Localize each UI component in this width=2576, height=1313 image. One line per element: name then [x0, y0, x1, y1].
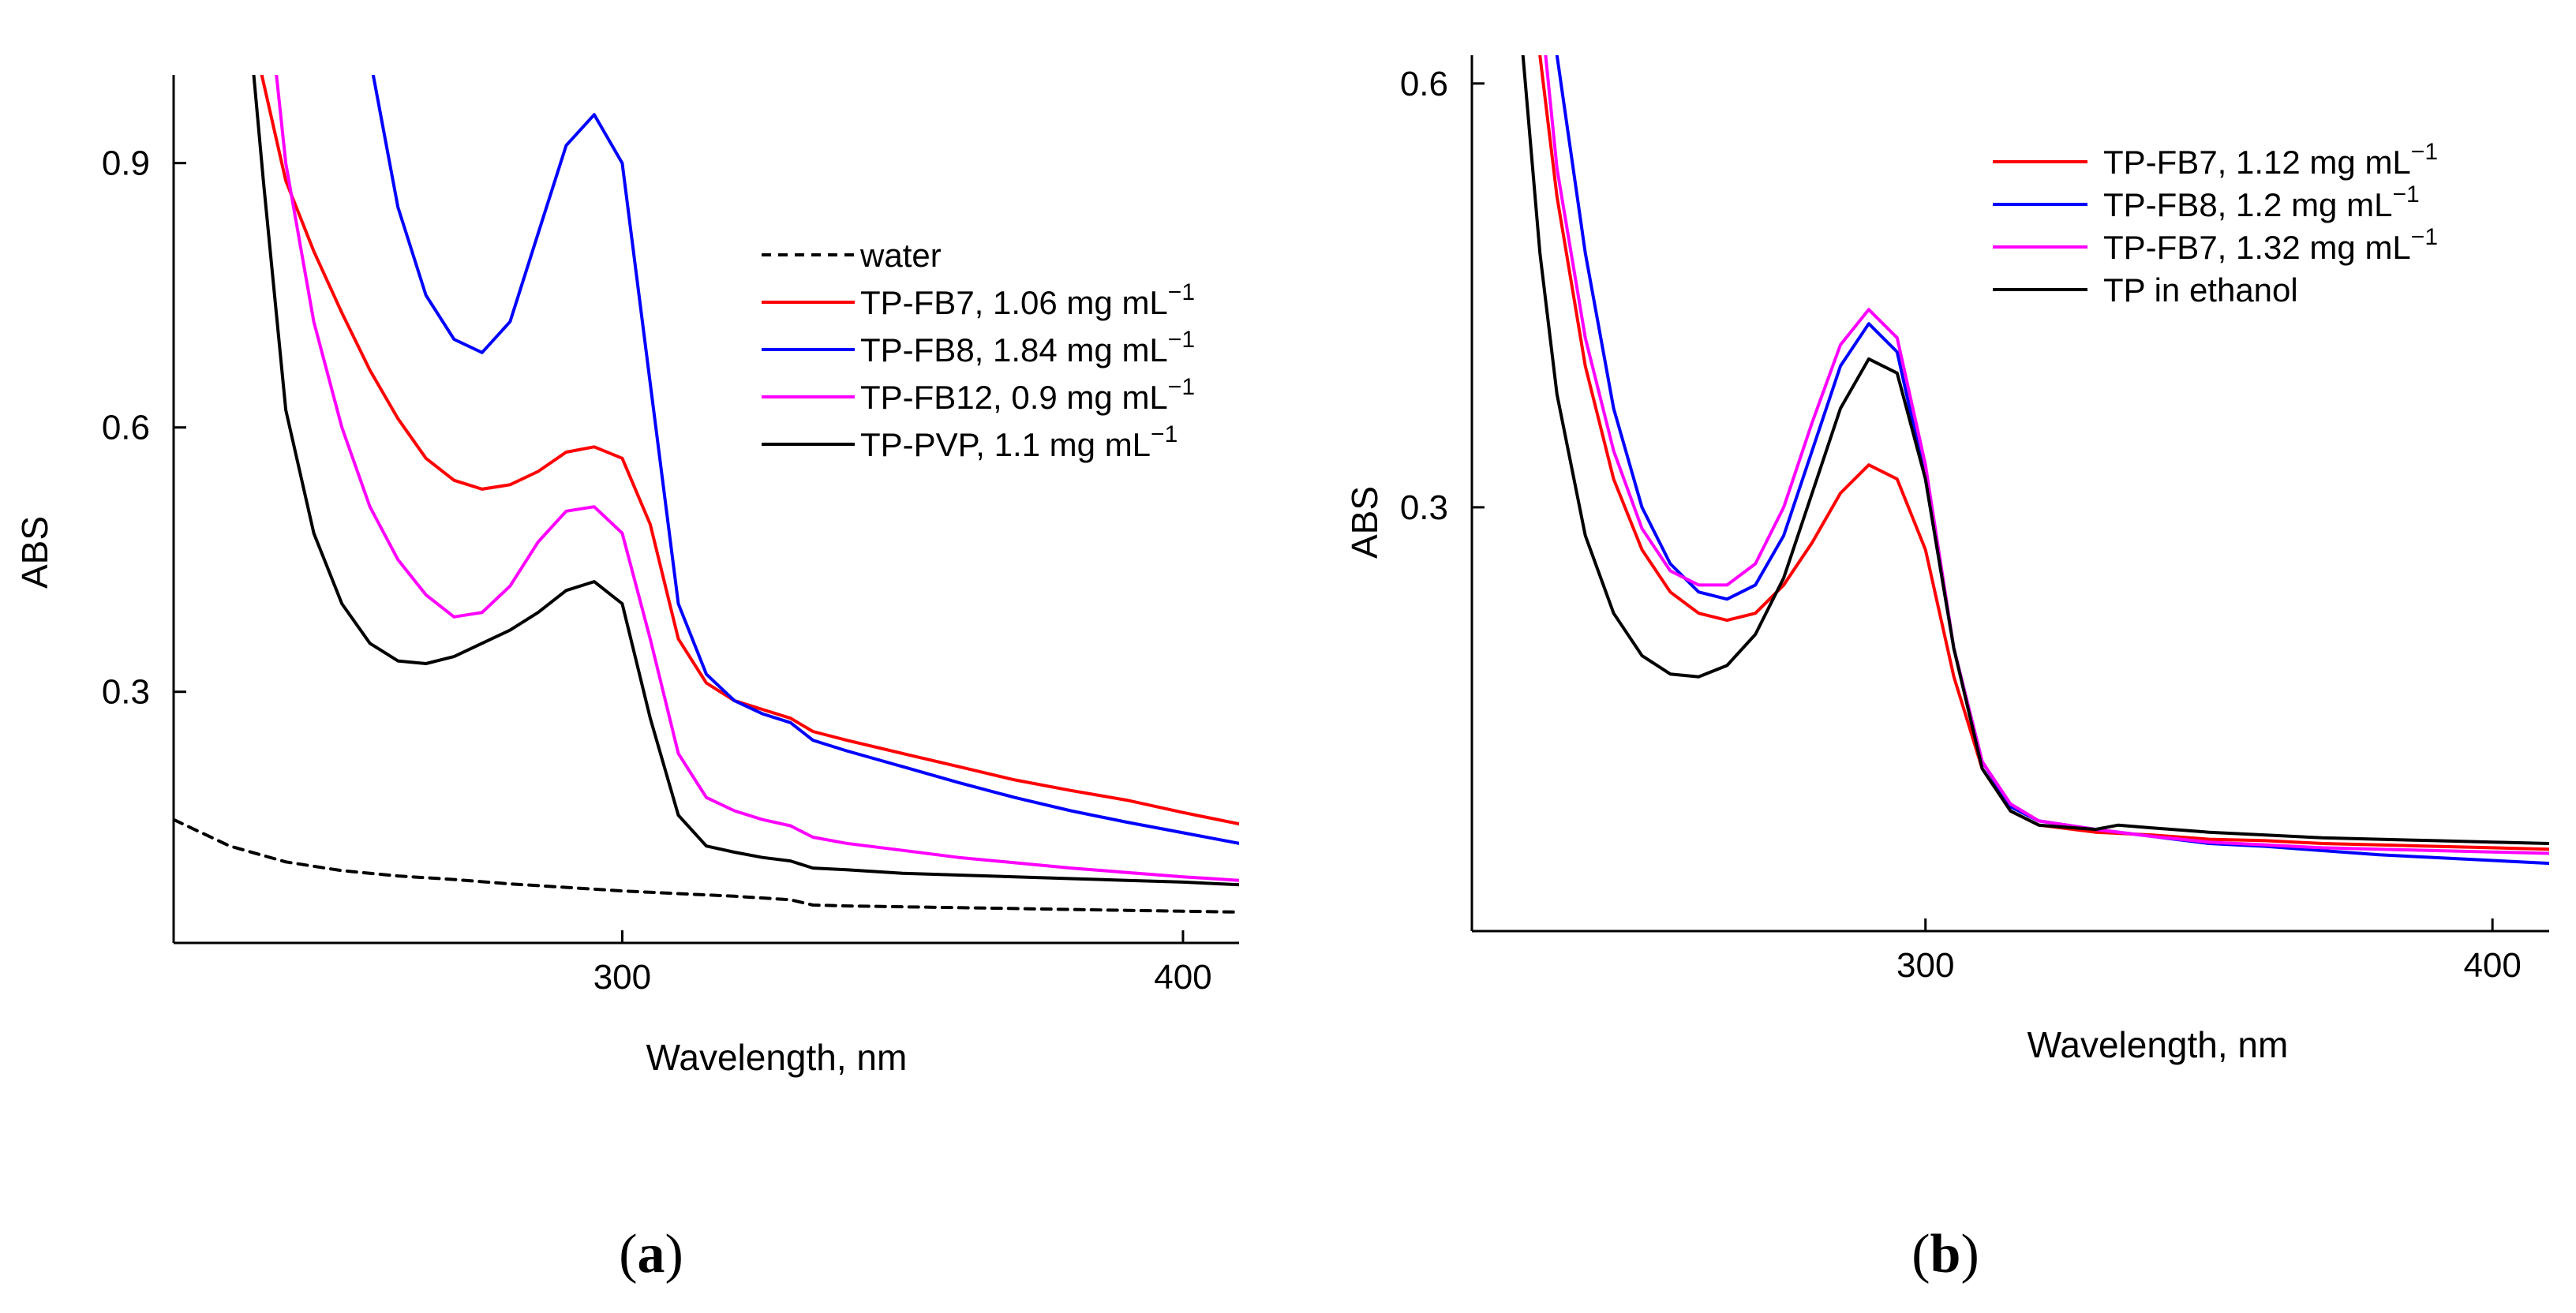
- y-tick-label-a-0.6: 0.6: [102, 409, 150, 447]
- legend-b: TP-FB7, 1.12 mg mL−1TP-FB8, 1.2 mg mL−1T…: [1993, 139, 2438, 309]
- panel-label-a: (a): [619, 1224, 683, 1285]
- y-axis-label-b: ABS: [1344, 486, 1385, 559]
- legend-label-a-1: TP-FB7, 1.06 mg mL−1: [860, 279, 1195, 321]
- series-line-a-0: [174, 817, 1239, 914]
- x-axis-label-b: Wavelength, nm: [2027, 1024, 2289, 1065]
- legend-label-a-2: TP-FB8, 1.84 mg mL−1: [860, 327, 1195, 368]
- panel-label-b: (b): [1911, 1224, 1979, 1285]
- series-group-b: [1521, 55, 2549, 866]
- series-line-b-2: [1544, 55, 2549, 855]
- legend-label-b-3: TP in ethanol: [2103, 271, 2298, 309]
- x-axis-label-a: Wavelength, nm: [646, 1037, 908, 1078]
- y-tick-label-b-0.6: 0.6: [1400, 65, 1448, 103]
- chart-panel-a: ABS Wavelength, nm (a) 300 400 0.3 0.6 0.9 wa…: [14, 75, 1239, 1285]
- series-line-a-3: [275, 75, 1239, 882]
- y-tick-label-a-0.9: 0.9: [102, 144, 150, 183]
- chart-panel-b: ABS Wavelength, nm (b) 300 400 0.3 0.6 TP-FB…: [1344, 55, 2549, 1285]
- legend-label-b-1: TP-FB8, 1.2 mg mL−1: [2103, 181, 2420, 223]
- y-tick-label-b-0.3: 0.3: [1400, 488, 1448, 527]
- series-line-b-3: [1521, 55, 2549, 845]
- legend-label-a-0: water: [859, 237, 942, 274]
- legend-label-b-2: TP-FB7, 1.32 mg mL−1: [2103, 224, 2438, 266]
- legend-a: water TP-FB7, 1.06 mg mL−1 TP-FB8, 1.84 mg…: [762, 237, 1195, 463]
- y-tick-label-a-0.3: 0.3: [102, 673, 150, 712]
- x-tick-label-b-400: 400: [2463, 946, 2521, 985]
- legend-label-b-0: TP-FB7, 1.12 mg mL−1: [2103, 139, 2438, 181]
- x-tick-label-a-400: 400: [1154, 958, 1211, 997]
- legend-label-a-4: TP-PVP, 1.1 mg mL−1: [860, 421, 1178, 463]
- series-line-a-4: [252, 75, 1239, 887]
- series-line-a-2: [371, 75, 1239, 845]
- series-line-a-1: [260, 75, 1239, 826]
- y-axis-label-a: ABS: [14, 516, 55, 589]
- legend-label-a-3: TP-FB12, 0.9 mg mL−1: [860, 374, 1195, 416]
- series-line-b-0: [1538, 55, 2549, 851]
- x-tick-label-b-300: 300: [1896, 946, 1954, 985]
- series-group-a: [174, 75, 1239, 914]
- x-tick-label-a-300: 300: [593, 958, 651, 997]
